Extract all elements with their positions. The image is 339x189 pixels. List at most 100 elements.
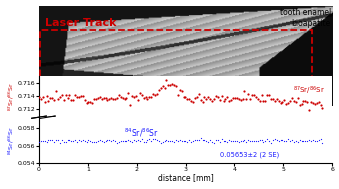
Point (253, 139, 259, 142)
Point (202, 138, 207, 141)
Point (192, 138, 198, 141)
Point (126, 139, 131, 142)
Point (158, 87, 163, 90)
Point (316, 139, 321, 142)
Point (135, 99, 141, 102)
Point (68, 140, 74, 143)
Point (244, 98, 249, 101)
Point (167, 140, 173, 143)
Point (314, 140, 319, 143)
Point (112, 139, 118, 143)
Point (124, 140, 129, 143)
Point (304, 139, 310, 142)
Point (210, 99, 215, 102)
Point (259, 139, 264, 142)
Point (306, 138, 312, 141)
Point (148, 96, 154, 99)
Point (207, 97, 213, 100)
Point (230, 96, 236, 99)
Text: tooth enamel
bioapatite: tooth enamel bioapatite (279, 8, 331, 29)
Point (228, 99, 234, 102)
Point (293, 140, 299, 143)
Point (200, 101, 205, 104)
Point (74, 141, 80, 144)
Point (261, 140, 266, 143)
Point (282, 98, 287, 101)
Point (146, 138, 152, 141)
Point (99, 139, 104, 142)
Point (132, 139, 137, 142)
Point (61, 141, 66, 144)
Point (122, 98, 127, 101)
Point (280, 139, 285, 142)
Point (86, 100, 91, 103)
Point (127, 103, 133, 106)
Point (38, 139, 44, 142)
Point (97, 96, 103, 99)
Point (175, 94, 181, 97)
Point (303, 99, 308, 102)
Point (54, 138, 59, 141)
Point (230, 140, 236, 143)
Point (204, 139, 209, 142)
Point (99, 97, 104, 100)
Point (152, 93, 158, 96)
Point (112, 98, 118, 101)
Point (132, 96, 137, 99)
Point (141, 96, 146, 99)
Point (244, 140, 249, 143)
Point (217, 98, 222, 101)
Point (103, 96, 108, 99)
Point (67, 139, 72, 142)
Point (92, 140, 97, 143)
Point (234, 140, 240, 143)
Point (105, 98, 110, 101)
Point (80, 139, 85, 142)
Point (126, 91, 131, 94)
Point (318, 138, 323, 141)
Point (73, 139, 78, 142)
Point (312, 103, 318, 106)
Point (320, 106, 325, 109)
Point (61, 99, 66, 102)
Point (297, 103, 302, 106)
Point (316, 100, 321, 103)
Point (74, 95, 80, 98)
Point (139, 138, 144, 141)
Point (226, 99, 232, 102)
Point (93, 97, 99, 100)
Point (186, 139, 192, 142)
Point (162, 86, 167, 89)
Point (49, 139, 55, 142)
Point (160, 141, 165, 144)
Point (282, 139, 287, 142)
Point (92, 98, 97, 101)
Point (88, 100, 93, 103)
X-axis label: distance [mm]: distance [mm] (158, 173, 214, 182)
Point (247, 140, 253, 143)
Point (295, 96, 300, 99)
Point (95, 96, 101, 99)
Point (173, 84, 179, 87)
Point (177, 138, 182, 141)
Point (306, 108, 312, 111)
Point (103, 139, 108, 143)
Point (301, 100, 306, 103)
Point (320, 141, 325, 144)
Point (308, 101, 314, 104)
Point (118, 140, 123, 143)
Point (78, 139, 83, 143)
Point (52, 98, 57, 101)
Point (154, 93, 160, 96)
Point (253, 95, 259, 98)
Text: $^{87}$Sr/$^{86}$Sr: $^{87}$Sr/$^{86}$Sr (293, 85, 325, 97)
Point (167, 83, 173, 86)
Point (118, 95, 123, 98)
Point (219, 138, 224, 141)
Point (240, 98, 245, 101)
Point (200, 139, 205, 142)
Point (225, 140, 230, 143)
Point (84, 140, 89, 143)
Point (183, 140, 188, 143)
Point (250, 140, 255, 143)
